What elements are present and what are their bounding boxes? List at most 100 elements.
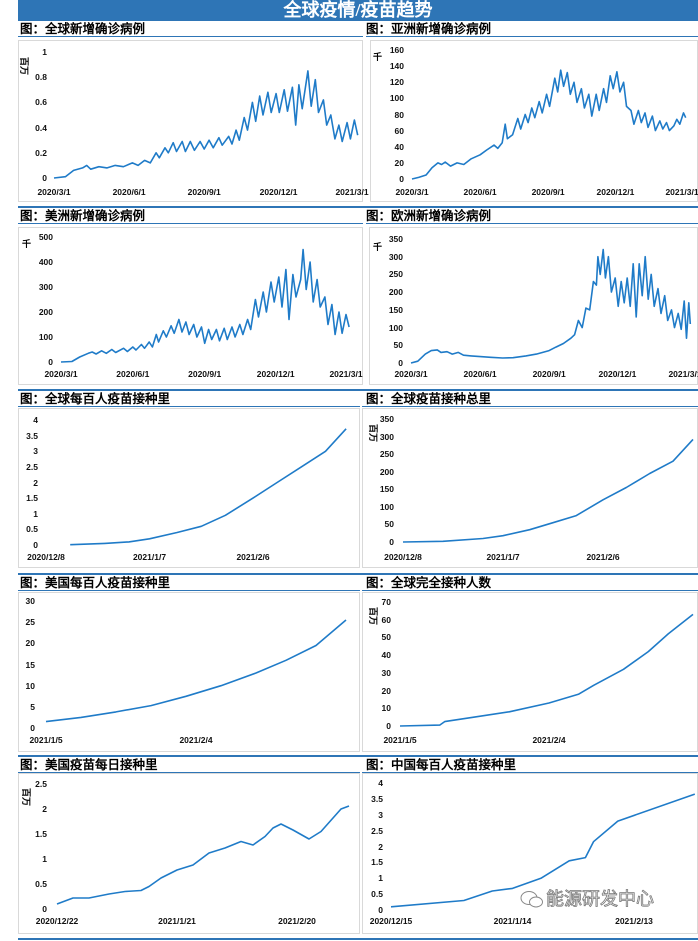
x-tick-label: 2020/6/1 (116, 369, 150, 379)
y-tick-label: 50 (381, 632, 391, 643)
y-tick-label: 0 (42, 173, 47, 183)
y-tick-label: 0 (33, 540, 38, 550)
x-tick-label: 2020/12/22 (35, 916, 79, 926)
x-tick-label: 2020/3/1 (394, 369, 428, 379)
chart-title: 图：欧洲新增确诊病例 (366, 208, 492, 223)
row-divider (18, 755, 698, 757)
x-tick-label: 2021/3/1 (335, 187, 369, 197)
title-underline (18, 772, 360, 773)
x-tick-label: 2020/6/1 (112, 187, 146, 197)
x-tick-label: 2021/1/7 (132, 552, 167, 562)
y-tick-label: 20 (25, 638, 35, 649)
y-tick-label: 0 (30, 723, 35, 733)
y-tick-label: 1.5 (371, 857, 383, 868)
y-tick-label: 1.5 (26, 493, 38, 504)
series-line (45, 619, 347, 723)
y-tick-label: 2 (42, 804, 47, 814)
y-tick-label: 10 (25, 680, 35, 691)
x-tick-label: 2021/2/6 (586, 552, 620, 562)
y-tick-label: 0.5 (371, 889, 383, 900)
y-tick-label: 0.5 (35, 879, 47, 889)
y-tick-label: 0.6 (35, 97, 47, 108)
y-tick-label: 0 (48, 357, 53, 367)
y-tick-label: 140 (389, 61, 404, 72)
chart-title: 图：全球完全接种人数 (366, 575, 492, 590)
y-axis-unit: 千 (373, 53, 383, 63)
chart-panel (18, 408, 360, 568)
chart-title: 图：美国疫苗每日接种里 (20, 757, 158, 772)
series-line (53, 70, 359, 179)
x-tick-label: 2020/9/1 (188, 369, 222, 379)
y-tick-label: 60 (381, 614, 391, 625)
y-tick-label: 250 (379, 449, 394, 460)
page-header: 全球疫情/疫苗趋势 (18, 0, 698, 21)
y-tick-label: 0 (42, 904, 47, 914)
y-tick-label: 100 (379, 501, 394, 512)
y-tick-label: 150 (388, 304, 403, 315)
wechat-icon (520, 891, 543, 908)
y-tick-label: 2.5 (35, 779, 47, 789)
y-tick-label: 30 (25, 596, 35, 606)
chart-panel (18, 592, 360, 752)
y-tick-label: 200 (379, 466, 394, 477)
x-tick-label: 2021/3/1 (329, 369, 363, 379)
x-tick-label: 2021/3/1 (665, 187, 698, 197)
x-tick-label: 2020/12/1 (259, 187, 298, 197)
series-line (411, 69, 687, 180)
series-line (390, 793, 696, 908)
title-underline (18, 590, 360, 591)
row-divider (18, 389, 698, 391)
chart-panel (18, 773, 360, 934)
series-line (399, 613, 694, 727)
y-tick-label: 500 (38, 232, 53, 242)
y-tick-label: 3.5 (26, 430, 38, 441)
chart-title: 图：全球每百人疫苗接种里 (20, 391, 171, 406)
y-tick-label: 300 (388, 251, 403, 262)
x-tick-label: 2021/2/4 (179, 735, 213, 745)
y-tick-label: 200 (388, 287, 403, 298)
y-tick-label: 25 (25, 617, 35, 628)
y-tick-label: 50 (384, 519, 394, 530)
x-tick-label: 2021/1/5 (29, 735, 63, 745)
title-underline (18, 406, 360, 407)
y-tick-label: 300 (379, 431, 394, 442)
y-tick-label: 160 (389, 45, 404, 55)
row-divider (18, 938, 698, 940)
y-tick-label: 1 (42, 854, 47, 864)
row-divider (18, 573, 698, 575)
y-tick-label: 3 (33, 446, 38, 457)
y-tick-label: 3 (378, 809, 383, 820)
title-underline (18, 223, 363, 224)
y-tick-label: 3.5 (371, 793, 383, 804)
x-tick-label: 2020/6/1 (463, 369, 497, 379)
x-tick-label: 2021/1/21 (158, 916, 196, 926)
y-tick-label: 4 (33, 415, 38, 425)
y-tick-label: 5 (30, 701, 35, 712)
x-tick-label: 2021/2/6 (236, 552, 270, 562)
y-tick-label: 2 (33, 477, 38, 488)
y-tick-label: 0 (386, 721, 391, 731)
y-tick-label: 150 (379, 484, 394, 495)
series-line (60, 248, 350, 363)
y-tick-label: 350 (379, 414, 394, 424)
y-tick-label: 20 (394, 157, 404, 168)
y-tick-label: 0 (399, 174, 404, 184)
y-tick-label: 4 (378, 778, 383, 788)
y-tick-label: 40 (381, 650, 391, 661)
x-tick-label: 2021/2/13 (615, 916, 653, 926)
watermark: 能源研发中心 (546, 889, 655, 911)
x-tick-label: 2020/12/1 (596, 187, 635, 197)
x-tick-label: 2020/6/1 (463, 187, 497, 197)
y-tick-label: 250 (388, 269, 403, 280)
y-tick-label: 100 (389, 93, 404, 104)
y-tick-label: 60 (394, 125, 404, 136)
y-axis-unit: 千 (22, 240, 32, 250)
y-tick-label: 0.8 (35, 72, 47, 83)
y-tick-label: 1 (33, 508, 38, 519)
x-tick-label: 2021/1/7 (486, 552, 520, 562)
y-tick-label: 20 (381, 685, 391, 696)
y-tick-label: 40 (394, 141, 404, 152)
y-tick-label: 2.5 (26, 461, 38, 472)
y-tick-label: 0.5 (26, 524, 38, 535)
